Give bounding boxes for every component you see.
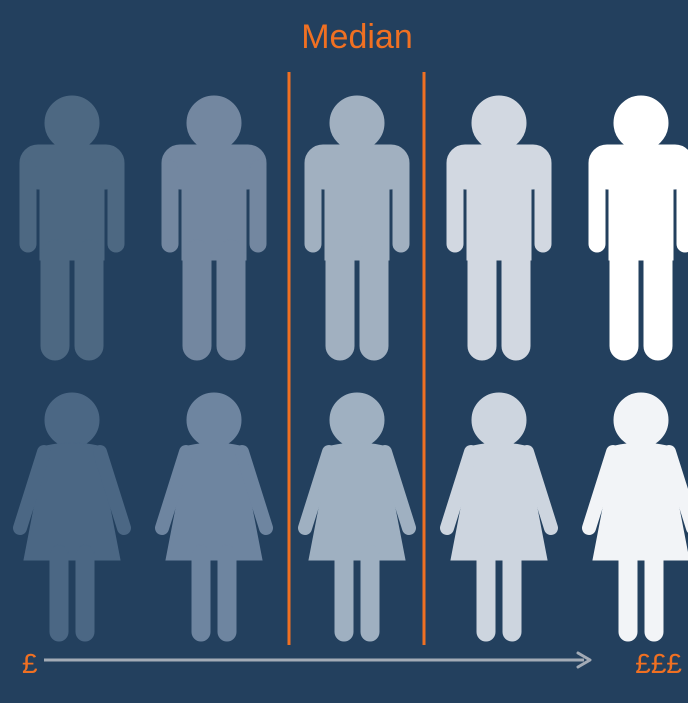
axis-start: £ (22, 648, 38, 679)
arrow-head (576, 651, 592, 669)
axis-end: £££ (635, 648, 682, 679)
median-label: Median (301, 18, 413, 56)
